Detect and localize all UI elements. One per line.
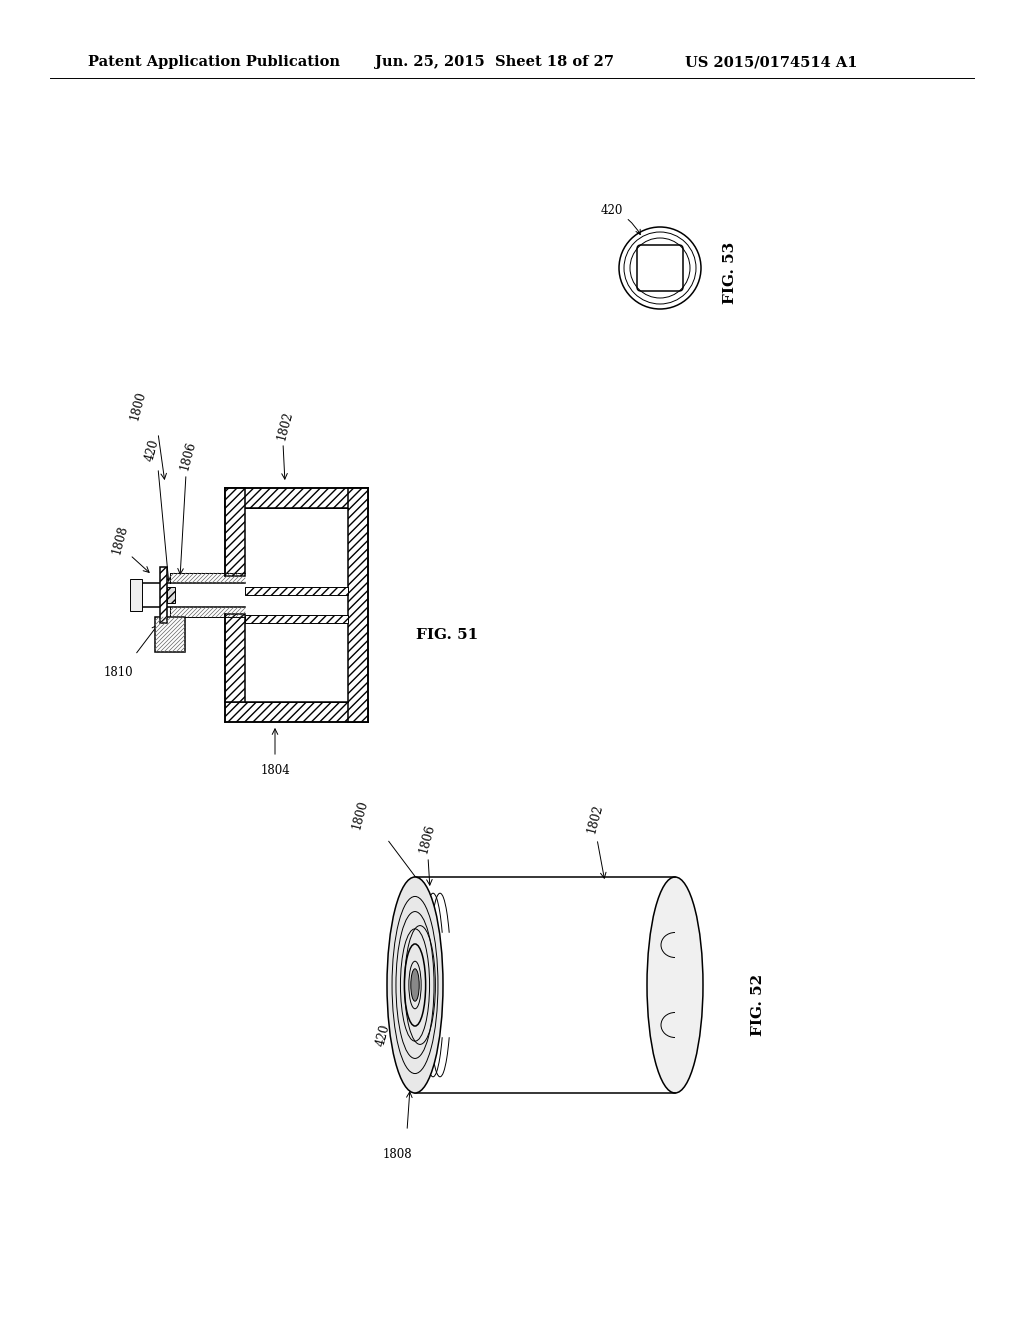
- Text: FIG. 51: FIG. 51: [416, 628, 478, 642]
- Text: Patent Application Publication: Patent Application Publication: [88, 55, 340, 69]
- Text: 1804: 1804: [260, 763, 290, 776]
- Text: 420: 420: [374, 1023, 392, 1048]
- Text: 1802: 1802: [274, 411, 295, 442]
- Bar: [225, 488, 245, 576]
- Ellipse shape: [411, 969, 419, 1001]
- Bar: [245, 615, 348, 623]
- Text: 1810: 1810: [103, 665, 133, 678]
- Text: 1806: 1806: [178, 440, 198, 473]
- Bar: [160, 568, 167, 623]
- Text: 1800: 1800: [128, 389, 148, 422]
- Text: 420: 420: [601, 203, 640, 235]
- Text: 1802: 1802: [585, 803, 605, 836]
- Text: 1806: 1806: [417, 822, 437, 855]
- Bar: [225, 614, 245, 702]
- Text: 1800: 1800: [350, 799, 370, 832]
- Bar: [245, 587, 348, 595]
- Bar: [415, 876, 675, 1093]
- Text: FIG. 52: FIG. 52: [751, 974, 765, 1036]
- Bar: [130, 579, 142, 611]
- Bar: [155, 616, 185, 652]
- Ellipse shape: [647, 876, 703, 1093]
- Text: 1808: 1808: [110, 524, 130, 556]
- Text: US 2015/0174514 A1: US 2015/0174514 A1: [685, 55, 857, 69]
- Bar: [225, 702, 368, 722]
- Bar: [348, 488, 368, 722]
- Text: Jun. 25, 2015  Sheet 18 of 27: Jun. 25, 2015 Sheet 18 of 27: [375, 55, 614, 69]
- Bar: [225, 488, 368, 508]
- Bar: [167, 587, 175, 603]
- Ellipse shape: [387, 876, 443, 1093]
- Text: FIG. 53: FIG. 53: [723, 242, 737, 304]
- Text: 1808: 1808: [382, 1148, 412, 1162]
- Text: 420: 420: [142, 437, 161, 462]
